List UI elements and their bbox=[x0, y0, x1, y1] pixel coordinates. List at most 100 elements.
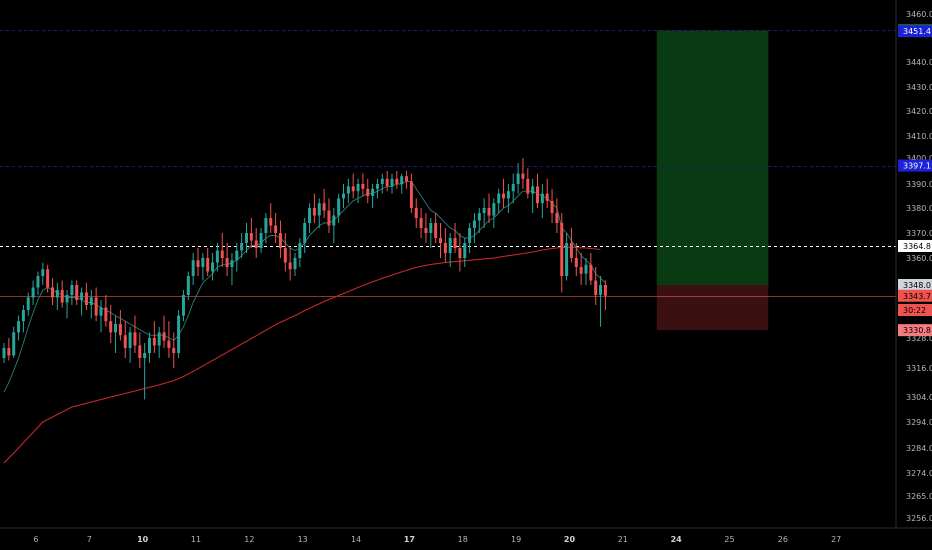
price-tag-label: 3397.1 bbox=[903, 162, 931, 171]
y-tick-label: 3294.0 bbox=[906, 418, 932, 427]
candle bbox=[201, 253, 205, 281]
candle bbox=[172, 332, 176, 368]
candle bbox=[123, 321, 127, 358]
candle bbox=[463, 238, 467, 267]
y-tick-label: 3284.0 bbox=[906, 444, 932, 453]
candle-body bbox=[322, 203, 326, 211]
y-tick-label: 3328.0 bbox=[906, 334, 932, 343]
x-tick-label: 27 bbox=[831, 535, 841, 544]
candle-body bbox=[254, 240, 258, 248]
x-tick-label: 11 bbox=[191, 535, 201, 544]
candle-body bbox=[148, 338, 151, 353]
candle-body bbox=[104, 307, 108, 322]
candle-body bbox=[177, 315, 181, 353]
candle-body bbox=[259, 233, 263, 248]
candle bbox=[429, 218, 433, 248]
candle bbox=[152, 321, 156, 353]
candle-body bbox=[133, 332, 137, 346]
candle bbox=[579, 253, 583, 285]
candle bbox=[482, 198, 486, 228]
candle-body bbox=[361, 184, 365, 189]
candle bbox=[230, 253, 234, 285]
candle bbox=[55, 282, 59, 310]
candle bbox=[215, 243, 219, 272]
candle bbox=[540, 184, 544, 218]
candle bbox=[405, 171, 409, 189]
candle-body bbox=[51, 287, 54, 298]
candle bbox=[186, 271, 190, 300]
candle bbox=[51, 278, 54, 305]
time-axis[interactable]: 6 7 10 11 12 13 14 17 18 19 20 21 24 25 26 27 bbox=[33, 535, 841, 544]
loss-zone bbox=[656, 285, 769, 331]
candle bbox=[434, 213, 438, 243]
price-tag-bg bbox=[898, 25, 932, 38]
candle-body bbox=[371, 188, 375, 196]
candle-body bbox=[109, 321, 113, 333]
candle-body bbox=[424, 228, 428, 233]
candle bbox=[390, 173, 394, 194]
price-tag-label: 3364.8 bbox=[903, 242, 931, 251]
candle-body bbox=[278, 233, 282, 248]
candle bbox=[337, 193, 341, 223]
y-tick-label: 3380.0 bbox=[906, 204, 932, 213]
candle-body bbox=[439, 238, 442, 243]
candle-body bbox=[75, 285, 79, 300]
candle-body bbox=[565, 243, 569, 276]
y-tick-label: 3420.0 bbox=[906, 107, 932, 116]
candle bbox=[60, 280, 64, 308]
candle-body bbox=[531, 186, 535, 194]
candle bbox=[245, 223, 248, 253]
candle-body bbox=[569, 243, 573, 258]
candle bbox=[191, 253, 195, 285]
candle bbox=[545, 178, 549, 208]
candle-body bbox=[167, 340, 171, 348]
candle-body bbox=[21, 310, 25, 322]
price-tag: 3451.4 bbox=[898, 25, 932, 38]
candle-body bbox=[434, 223, 438, 238]
candle bbox=[424, 213, 428, 243]
x-tick-label: 14 bbox=[351, 535, 361, 544]
candle-body bbox=[468, 228, 472, 243]
candle-body bbox=[211, 262, 215, 272]
candle-body bbox=[215, 250, 219, 263]
candle bbox=[506, 184, 510, 213]
candle-body bbox=[443, 243, 447, 253]
candle-body bbox=[497, 193, 501, 204]
candle-body bbox=[400, 176, 404, 184]
candle bbox=[448, 233, 452, 267]
candle-body bbox=[186, 276, 190, 295]
candle bbox=[298, 238, 302, 267]
candle bbox=[565, 233, 569, 281]
candle bbox=[531, 178, 535, 213]
candle-body bbox=[230, 260, 234, 267]
candle-body bbox=[220, 250, 224, 258]
candle bbox=[569, 228, 573, 263]
profit-zone bbox=[656, 30, 769, 286]
candle bbox=[356, 178, 360, 204]
candle-body bbox=[405, 176, 409, 182]
candle bbox=[240, 233, 244, 258]
x-tick-label: 17 bbox=[404, 535, 415, 544]
price-tag: 3343.7 bbox=[898, 289, 932, 302]
candle bbox=[472, 213, 476, 243]
price-tag-bg bbox=[898, 279, 932, 291]
candle bbox=[274, 213, 278, 243]
price-tag: 3397.1 bbox=[898, 159, 932, 172]
candle-body bbox=[274, 225, 278, 233]
candle bbox=[312, 193, 316, 223]
candle-body bbox=[196, 260, 200, 267]
candle-body bbox=[31, 287, 35, 298]
candle-body bbox=[2, 348, 6, 358]
candle-body bbox=[366, 188, 370, 196]
candle bbox=[249, 218, 253, 248]
y-tick-label: 3304.0 bbox=[906, 393, 932, 402]
candle bbox=[511, 173, 515, 204]
candle bbox=[133, 315, 137, 353]
candle-body bbox=[114, 324, 118, 333]
candle-body bbox=[12, 332, 16, 356]
candle bbox=[327, 198, 331, 233]
candle-body bbox=[118, 324, 122, 336]
candle bbox=[375, 178, 379, 199]
price-tag-label: 3451.4 bbox=[903, 27, 931, 36]
